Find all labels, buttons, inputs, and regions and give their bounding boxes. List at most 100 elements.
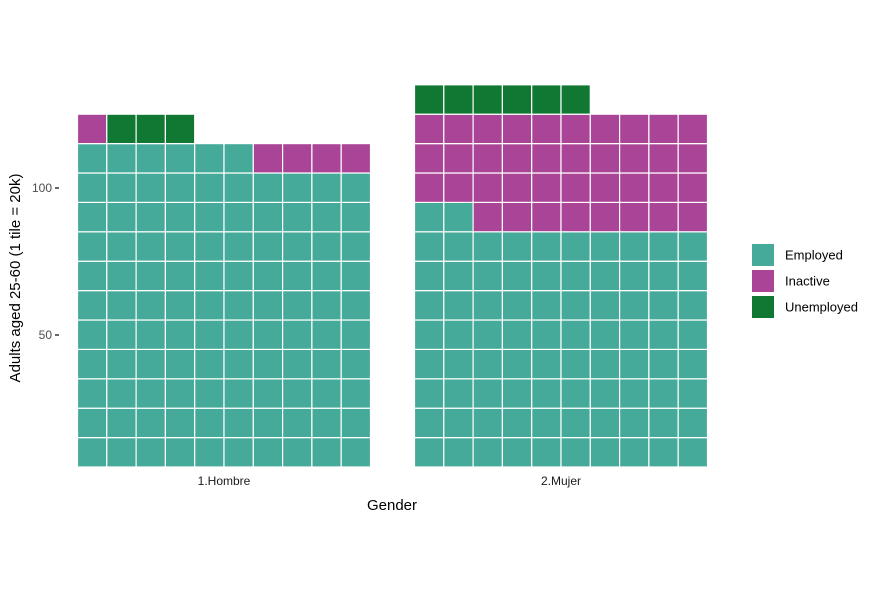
tile-employed bbox=[135, 231, 167, 262]
tile-unemployed bbox=[560, 84, 591, 115]
y-tick-label: 50 bbox=[39, 328, 53, 342]
tile-employed bbox=[531, 437, 562, 468]
tile-inactive bbox=[618, 201, 650, 233]
tile-employed bbox=[106, 290, 137, 321]
tile-employed bbox=[76, 172, 108, 203]
tile-employed bbox=[311, 290, 342, 321]
tile-employed bbox=[340, 407, 372, 439]
tile-employed bbox=[164, 201, 196, 233]
tile-inactive bbox=[311, 143, 342, 174]
facet-panel-1 bbox=[76, 113, 372, 468]
tile-employed bbox=[194, 143, 225, 174]
tile-employed bbox=[340, 319, 372, 350]
tile-employed bbox=[340, 172, 372, 203]
tile-employed bbox=[531, 348, 562, 380]
tile-inactive bbox=[531, 172, 562, 203]
tile-employed bbox=[472, 407, 504, 439]
tile-employed bbox=[106, 378, 137, 409]
tile-employed bbox=[443, 437, 474, 468]
tile-inactive bbox=[443, 113, 474, 145]
tile-employed bbox=[194, 319, 225, 350]
tile-employed bbox=[76, 348, 108, 380]
tile-employed bbox=[472, 290, 504, 321]
tile-employed bbox=[311, 260, 342, 292]
tile-employed bbox=[164, 260, 196, 292]
tile-inactive bbox=[677, 143, 709, 174]
tile-employed bbox=[618, 437, 650, 468]
tile-employed bbox=[618, 378, 650, 409]
tile-employed bbox=[443, 348, 474, 380]
tile-inactive bbox=[501, 143, 533, 174]
tile-inactive bbox=[282, 143, 313, 174]
tile-employed bbox=[589, 319, 621, 350]
tile-employed bbox=[76, 407, 108, 439]
tile-employed bbox=[106, 348, 137, 380]
tile-employed bbox=[223, 143, 254, 174]
tile-employed bbox=[443, 407, 474, 439]
tile-employed bbox=[223, 319, 254, 350]
tile-inactive bbox=[677, 201, 709, 233]
tile-employed bbox=[252, 348, 284, 380]
tile-unemployed bbox=[135, 113, 167, 145]
tile-employed bbox=[223, 290, 254, 321]
tile-employed bbox=[252, 437, 284, 468]
tile-employed bbox=[472, 348, 504, 380]
tile-employed bbox=[194, 172, 225, 203]
tile-employed bbox=[135, 260, 167, 292]
tile-employed bbox=[252, 290, 284, 321]
tile-employed bbox=[648, 319, 679, 350]
tile-inactive bbox=[618, 172, 650, 203]
tile-employed bbox=[501, 437, 533, 468]
tile-employed bbox=[223, 348, 254, 380]
tile-employed bbox=[589, 378, 621, 409]
tile-employed bbox=[252, 319, 284, 350]
tile-employed bbox=[560, 260, 591, 292]
tile-employed bbox=[560, 348, 591, 380]
tile-inactive bbox=[677, 172, 709, 203]
tile-employed bbox=[501, 348, 533, 380]
tile-employed bbox=[589, 437, 621, 468]
tile-inactive bbox=[252, 143, 284, 174]
tile-inactive bbox=[76, 113, 108, 145]
tile-employed bbox=[282, 319, 313, 350]
tile-employed bbox=[560, 437, 591, 468]
tile-employed bbox=[618, 260, 650, 292]
tile-inactive bbox=[443, 143, 474, 174]
tile-employed bbox=[135, 437, 167, 468]
legend: Employed Inactive Unemployed bbox=[752, 244, 858, 318]
tile-employed bbox=[106, 437, 137, 468]
tile-inactive bbox=[531, 113, 562, 145]
tile-inactive bbox=[648, 143, 679, 174]
tile-inactive bbox=[589, 201, 621, 233]
tile-employed bbox=[252, 231, 284, 262]
tile-employed bbox=[76, 143, 108, 174]
tile-employed bbox=[472, 437, 504, 468]
legend-label-inactive: Inactive bbox=[785, 274, 830, 289]
tile-employed bbox=[223, 201, 254, 233]
tile-inactive bbox=[443, 172, 474, 203]
tile-employed bbox=[311, 201, 342, 233]
tile-employed bbox=[618, 231, 650, 262]
tile-employed bbox=[311, 437, 342, 468]
tile-employed bbox=[531, 231, 562, 262]
tile-employed bbox=[282, 348, 313, 380]
tile-employed bbox=[648, 348, 679, 380]
facet-panel-2 bbox=[413, 84, 709, 468]
tile-employed bbox=[164, 231, 196, 262]
tile-employed bbox=[648, 378, 679, 409]
tile-employed bbox=[194, 201, 225, 233]
tile-employed bbox=[223, 260, 254, 292]
tile-employed bbox=[560, 407, 591, 439]
tile-employed bbox=[223, 378, 254, 409]
tile-employed bbox=[135, 348, 167, 380]
tile-employed bbox=[76, 201, 108, 233]
tile-employed bbox=[560, 290, 591, 321]
tile-employed bbox=[413, 290, 445, 321]
tile-inactive bbox=[413, 143, 445, 174]
tile-inactive bbox=[501, 113, 533, 145]
tile-employed bbox=[472, 378, 504, 409]
tile-employed bbox=[164, 378, 196, 409]
tile-employed bbox=[223, 407, 254, 439]
legend-key-employed bbox=[752, 244, 774, 266]
tile-employed bbox=[164, 319, 196, 350]
